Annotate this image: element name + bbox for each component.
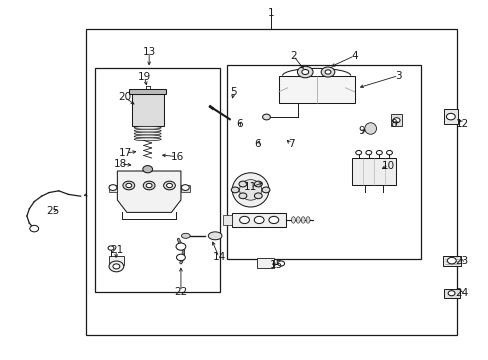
Text: 5: 5: [230, 87, 237, 97]
Circle shape: [254, 181, 262, 187]
Bar: [442, 256, 460, 266]
Circle shape: [163, 181, 175, 190]
Text: 21: 21: [109, 245, 123, 255]
Ellipse shape: [134, 132, 161, 135]
Ellipse shape: [134, 126, 161, 129]
Polygon shape: [117, 171, 181, 212]
Circle shape: [146, 183, 152, 188]
Bar: [227, 65, 420, 259]
Text: 22: 22: [174, 287, 187, 297]
Text: 12: 12: [454, 119, 468, 129]
Circle shape: [446, 113, 454, 120]
Circle shape: [447, 257, 455, 264]
Ellipse shape: [134, 129, 161, 132]
Ellipse shape: [208, 232, 222, 240]
Text: 24: 24: [454, 288, 468, 298]
Circle shape: [376, 150, 382, 155]
Circle shape: [122, 181, 134, 190]
Bar: [443, 289, 459, 298]
Text: 10: 10: [382, 161, 394, 171]
Circle shape: [239, 193, 246, 199]
Text: 4: 4: [350, 51, 357, 61]
Bar: [390, 114, 401, 126]
Circle shape: [277, 261, 284, 266]
Circle shape: [365, 150, 371, 155]
Circle shape: [325, 70, 330, 74]
Text: 15: 15: [269, 260, 283, 270]
Ellipse shape: [296, 217, 300, 223]
Text: 17: 17: [119, 148, 132, 158]
Text: 2: 2: [289, 51, 296, 61]
Bar: [129, 89, 165, 94]
Ellipse shape: [134, 135, 161, 138]
Circle shape: [262, 187, 269, 193]
Circle shape: [113, 264, 120, 269]
Circle shape: [109, 185, 117, 190]
Text: 7: 7: [287, 139, 294, 149]
Bar: [108, 184, 117, 192]
Text: 19: 19: [137, 72, 151, 82]
Ellipse shape: [301, 217, 305, 223]
Text: 11: 11: [243, 182, 257, 192]
Text: 20: 20: [118, 92, 131, 102]
Circle shape: [355, 150, 361, 155]
Ellipse shape: [134, 138, 161, 141]
Text: 14: 14: [212, 252, 225, 262]
Circle shape: [321, 67, 334, 77]
Bar: [95, 68, 220, 292]
Circle shape: [268, 216, 278, 224]
Circle shape: [262, 114, 270, 120]
Circle shape: [176, 254, 185, 261]
Text: 18: 18: [114, 159, 127, 169]
Bar: [278, 76, 354, 103]
Bar: [131, 94, 163, 126]
Bar: [108, 256, 124, 265]
Circle shape: [301, 69, 308, 75]
Text: 8: 8: [389, 119, 396, 129]
Circle shape: [181, 185, 189, 190]
Circle shape: [125, 183, 131, 188]
Bar: [223, 215, 232, 225]
Text: 16: 16: [170, 152, 183, 162]
Bar: [181, 184, 189, 192]
Text: 23: 23: [454, 256, 468, 266]
Circle shape: [254, 193, 262, 199]
Text: 1: 1: [267, 8, 274, 18]
Ellipse shape: [232, 173, 268, 207]
Bar: [443, 109, 457, 124]
Ellipse shape: [181, 233, 190, 238]
Bar: [256, 258, 273, 268]
Text: 6: 6: [254, 139, 261, 149]
Circle shape: [143, 181, 155, 190]
Ellipse shape: [291, 217, 295, 223]
Bar: [351, 158, 395, 185]
Bar: [85, 29, 456, 335]
Circle shape: [447, 291, 454, 296]
Circle shape: [239, 216, 249, 224]
Circle shape: [231, 187, 239, 193]
Circle shape: [109, 261, 123, 272]
Circle shape: [297, 66, 312, 78]
Text: 13: 13: [142, 47, 156, 57]
Circle shape: [176, 243, 185, 250]
Circle shape: [386, 150, 391, 155]
Circle shape: [239, 181, 246, 187]
Text: 6: 6: [236, 119, 243, 129]
Circle shape: [254, 216, 264, 224]
Bar: [232, 213, 285, 227]
Ellipse shape: [364, 123, 376, 134]
Circle shape: [392, 118, 399, 123]
Text: 9: 9: [358, 126, 365, 136]
Ellipse shape: [239, 180, 261, 200]
Ellipse shape: [305, 217, 309, 223]
Circle shape: [142, 166, 152, 173]
Circle shape: [108, 246, 114, 250]
Circle shape: [30, 225, 39, 232]
Text: 25: 25: [46, 206, 60, 216]
Circle shape: [166, 183, 172, 188]
Text: 3: 3: [394, 71, 401, 81]
